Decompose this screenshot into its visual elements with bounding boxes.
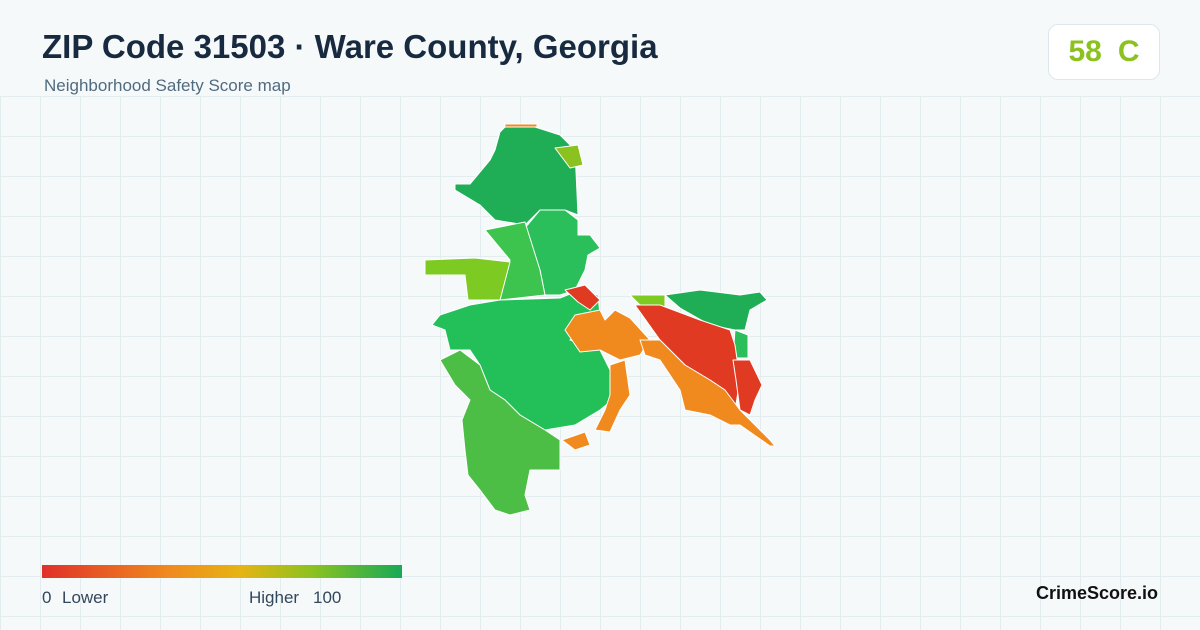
- title: ZIP Code 31503 · Ware County, Georgia: [42, 28, 658, 65]
- area: [454, 126, 579, 226]
- area: [554, 144, 584, 169]
- area: [504, 123, 538, 128]
- area: [732, 359, 763, 416]
- legend-max-label: Higher: [249, 588, 300, 607]
- area: [484, 221, 546, 301]
- legend-min-label: Lower: [62, 588, 109, 607]
- area: [564, 284, 601, 311]
- legend-min: 0: [42, 588, 52, 607]
- legend-max: 100: [313, 588, 342, 607]
- subtitle: Neighborhood Safety Score map: [44, 76, 291, 95]
- area: [639, 339, 776, 447]
- area: [664, 289, 768, 331]
- area: [424, 257, 511, 301]
- brand: CrimeScore.io: [1035, 583, 1158, 603]
- area: [594, 359, 631, 433]
- legend-gradient: [42, 565, 402, 578]
- score: 58: [1068, 35, 1102, 68]
- area: [564, 309, 651, 361]
- area: [561, 431, 591, 451]
- score-badge: 58 C: [1048, 24, 1160, 80]
- area: [439, 349, 561, 516]
- grade: C: [1117, 35, 1140, 68]
